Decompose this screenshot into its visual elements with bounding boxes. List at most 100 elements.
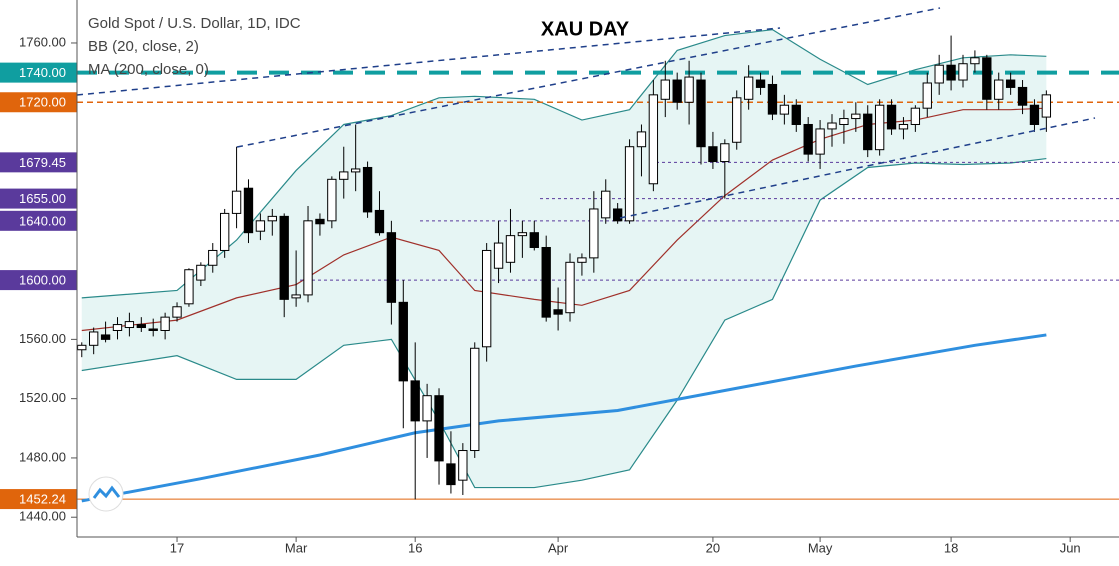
candle-body — [410, 380, 420, 422]
candle-body — [708, 146, 718, 163]
candle-body — [458, 450, 468, 481]
candle-body — [994, 79, 1004, 100]
candle-body — [589, 208, 599, 259]
x-tick-label: 18 — [944, 540, 958, 555]
candle-body — [160, 316, 170, 331]
candle-body — [553, 309, 563, 315]
candle-body — [636, 131, 647, 148]
candle-body — [863, 113, 873, 151]
candle-body — [898, 123, 909, 130]
x-tick-label: Apr — [548, 540, 569, 555]
candle-body — [815, 128, 825, 155]
trend-line — [236, 7, 941, 148]
candle-body — [136, 324, 146, 329]
candle-body — [434, 395, 444, 462]
candle-body — [219, 212, 230, 251]
level-label: 1720.00 — [19, 95, 66, 110]
level-box — [0, 152, 77, 173]
candle-body — [910, 107, 921, 125]
candle-body — [148, 328, 158, 331]
band-upper — [81, 29, 1047, 299]
candle-body — [529, 232, 539, 248]
candle-body — [339, 171, 349, 180]
x-tick-label: 16 — [408, 540, 422, 555]
candle-body — [231, 190, 242, 214]
candle-body — [803, 123, 813, 155]
level-box — [0, 188, 77, 209]
candle-body — [1005, 79, 1016, 88]
level-box — [0, 210, 77, 231]
candle-body — [1029, 104, 1040, 125]
symbol-header: Gold Spot / U.S. Dollar, 1D, IDC — [88, 15, 301, 32]
candle-body — [481, 249, 492, 348]
x-tick-label: Mar — [285, 540, 308, 555]
x-tick-label: 17 — [170, 540, 184, 555]
candle-body — [934, 64, 944, 84]
candle-body — [493, 242, 504, 269]
candle-body — [732, 97, 742, 143]
candle-body — [970, 57, 980, 65]
x-tick-label: 20 — [706, 540, 720, 555]
plot-area — [77, 29, 1119, 503]
x-tick-label: May — [808, 540, 833, 555]
candle-body — [291, 294, 301, 299]
candle-body — [565, 261, 575, 314]
candle-body — [517, 232, 528, 237]
candle-body — [720, 143, 730, 163]
y-tick-label: 1560.00 — [19, 331, 66, 346]
candle-body — [267, 215, 277, 222]
candle-body — [196, 264, 206, 281]
candle-body — [743, 76, 754, 100]
candle-body — [577, 257, 587, 263]
overlay: 1440.00 1480.00 1520.00 1560.00 1600.00 1640.… — [0, 34, 1081, 555]
candle-body — [672, 79, 682, 103]
candle-body — [601, 190, 611, 219]
level-label: 1452.24 — [19, 492, 66, 507]
trend-line — [76, 27, 781, 96]
candle-body — [886, 104, 897, 130]
candle-body — [874, 104, 885, 151]
level-box — [0, 489, 77, 510]
candle-body — [755, 79, 766, 88]
level-box — [0, 92, 77, 113]
candle-body — [1041, 94, 1052, 118]
y-tick-label: 1440.00 — [19, 509, 66, 524]
candle-body — [374, 209, 385, 234]
trend-lines — [76, 7, 1096, 219]
candle-body — [362, 166, 373, 213]
candle-body — [112, 324, 123, 331]
candle-body — [827, 122, 837, 130]
chart-title: XAU DAY — [541, 18, 630, 40]
level-label: 1740.00 — [19, 65, 66, 80]
level-box — [0, 270, 77, 291]
candle-body — [77, 344, 87, 351]
candle-body — [184, 269, 194, 305]
candle-body — [470, 347, 480, 452]
candle-body — [541, 246, 551, 318]
y-tick-label: 1480.00 — [19, 449, 66, 464]
candle-body — [982, 57, 992, 100]
candle-body — [791, 104, 801, 125]
candle-body — [946, 64, 956, 81]
candle-body — [327, 178, 337, 222]
candle-body — [208, 249, 218, 266]
candle-body — [100, 334, 111, 340]
candle-body — [612, 208, 623, 222]
level-label: 1600.00 — [19, 273, 66, 288]
candle-body — [243, 187, 254, 234]
candle-body — [279, 215, 289, 300]
indicator-label: BB (20, close, 2) — [88, 38, 199, 55]
x-tick-label: Jun — [1060, 540, 1081, 555]
candle-body — [779, 104, 790, 115]
candle-body — [505, 235, 516, 263]
band-lower — [81, 157, 1047, 489]
candle-body — [89, 331, 99, 346]
y-tick-label: 1760.00 — [19, 34, 66, 49]
candle-body — [696, 79, 706, 148]
candle-body — [446, 463, 456, 486]
logo — [88, 476, 124, 512]
candle-body — [851, 113, 861, 120]
candle-body — [839, 118, 849, 125]
candle-body — [386, 232, 397, 303]
